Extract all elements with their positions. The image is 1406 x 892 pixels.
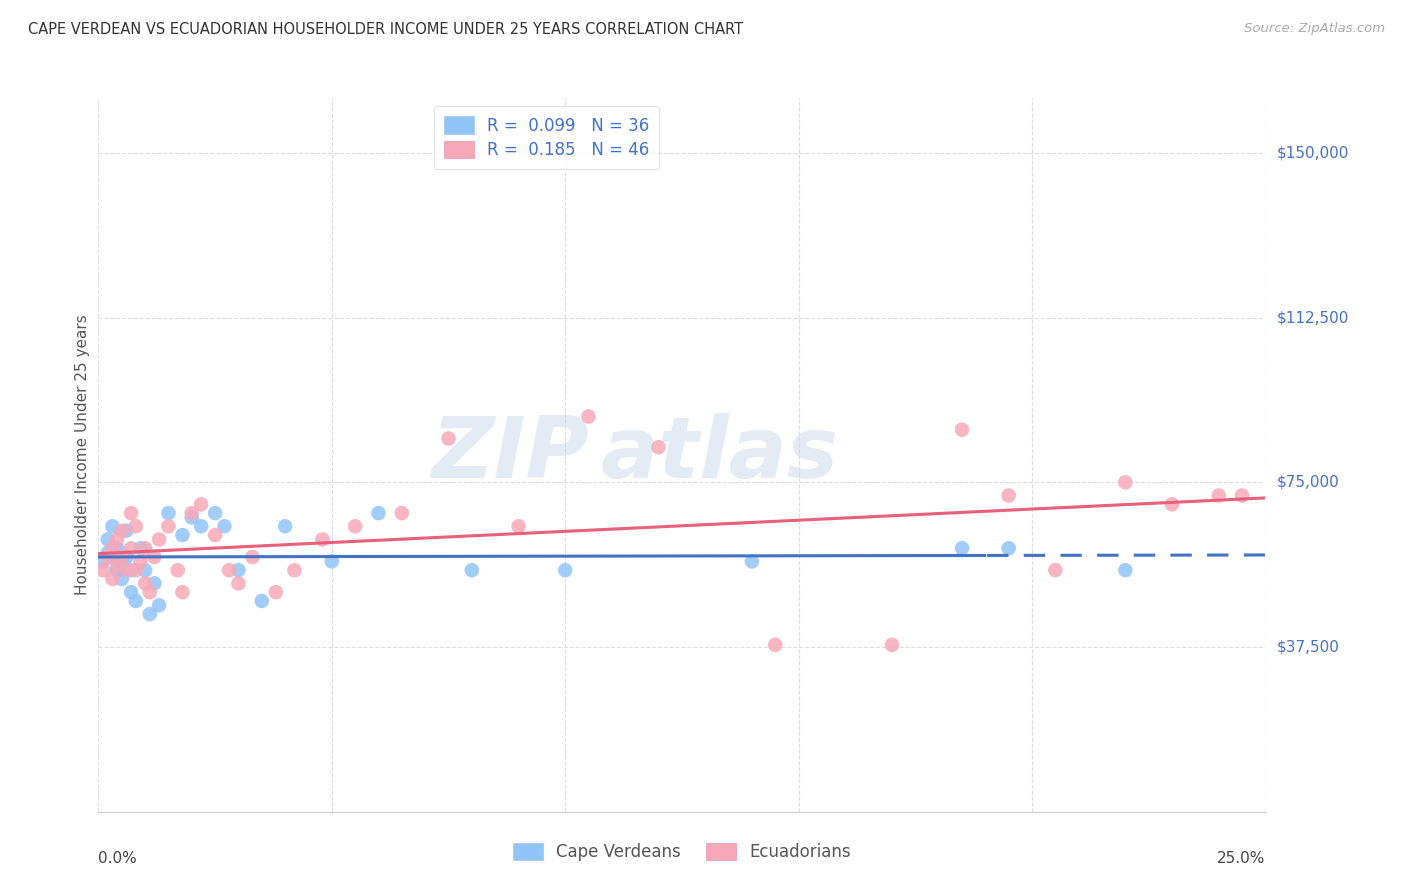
Point <box>101 572 124 586</box>
Point <box>134 563 156 577</box>
Point <box>91 563 114 577</box>
Point <box>950 423 973 437</box>
Text: Source: ZipAtlas.com: Source: ZipAtlas.com <box>1244 22 1385 36</box>
Point <box>264 585 287 599</box>
Text: $112,500: $112,500 <box>1277 310 1348 326</box>
Point <box>115 524 138 538</box>
Point <box>97 533 120 547</box>
Point <box>741 554 763 568</box>
Point <box>134 541 156 556</box>
Point <box>344 519 367 533</box>
Point <box>111 554 134 568</box>
Point <box>148 533 170 547</box>
Point <box>242 549 264 564</box>
Point <box>139 607 162 621</box>
Point <box>997 489 1019 503</box>
Point <box>1114 563 1136 577</box>
Point <box>105 558 128 573</box>
Point <box>214 519 236 533</box>
Legend: Cape Verdeans, Ecuadorians: Cape Verdeans, Ecuadorians <box>506 836 858 868</box>
Point <box>367 506 389 520</box>
Point <box>647 440 669 454</box>
Point <box>461 563 484 577</box>
Point <box>1230 489 1253 503</box>
Point <box>180 506 202 520</box>
Point <box>125 519 148 533</box>
Point <box>97 546 120 560</box>
Point <box>111 572 134 586</box>
Point <box>190 497 212 511</box>
Point <box>97 549 120 564</box>
Point <box>204 506 226 520</box>
Point <box>111 524 134 538</box>
Point <box>157 519 180 533</box>
Point <box>228 563 250 577</box>
Point <box>190 519 212 533</box>
Point <box>997 541 1019 556</box>
Point <box>115 563 138 577</box>
Point <box>391 506 413 520</box>
Point <box>125 594 148 608</box>
Text: 25.0%: 25.0% <box>1218 851 1265 866</box>
Text: $150,000: $150,000 <box>1277 145 1348 161</box>
Point <box>321 554 343 568</box>
Point <box>139 585 162 599</box>
Text: CAPE VERDEAN VS ECUADORIAN HOUSEHOLDER INCOME UNDER 25 YEARS CORRELATION CHART: CAPE VERDEAN VS ECUADORIAN HOUSEHOLDER I… <box>28 22 744 37</box>
Point <box>437 432 460 446</box>
Point <box>274 519 297 533</box>
Text: atlas: atlas <box>600 413 838 497</box>
Point <box>120 541 142 556</box>
Point <box>143 576 166 591</box>
Point <box>250 594 273 608</box>
Point <box>120 585 142 599</box>
Point <box>204 528 226 542</box>
Point <box>111 549 134 564</box>
Point <box>554 563 576 577</box>
Text: $37,500: $37,500 <box>1277 640 1340 655</box>
Point <box>283 563 305 577</box>
Point <box>172 528 194 542</box>
Point <box>148 599 170 613</box>
Y-axis label: Householder Income Under 25 years: Householder Income Under 25 years <box>75 315 90 595</box>
Point <box>1161 497 1184 511</box>
Point <box>228 576 250 591</box>
Point <box>134 576 156 591</box>
Point <box>1045 563 1067 577</box>
Point <box>172 585 194 599</box>
Text: $75,000: $75,000 <box>1277 475 1340 490</box>
Point <box>880 638 903 652</box>
Point <box>101 549 124 564</box>
Point <box>950 541 973 556</box>
Point <box>143 549 166 564</box>
Point <box>120 563 142 577</box>
Text: 0.0%: 0.0% <box>98 851 138 866</box>
Point <box>91 554 114 568</box>
Point <box>125 563 148 577</box>
Point <box>105 563 128 577</box>
Point <box>180 510 202 524</box>
Text: ZIP: ZIP <box>430 413 589 497</box>
Point <box>120 506 142 520</box>
Point <box>166 563 188 577</box>
Point <box>218 563 240 577</box>
Point <box>115 549 138 564</box>
Point <box>508 519 530 533</box>
Point <box>1208 489 1230 503</box>
Point <box>101 541 124 556</box>
Point <box>1114 475 1136 490</box>
Point <box>763 638 786 652</box>
Point <box>129 541 152 556</box>
Point <box>311 533 333 547</box>
Point <box>129 554 152 568</box>
Point <box>578 409 600 424</box>
Point <box>105 533 128 547</box>
Point <box>157 506 180 520</box>
Point <box>101 519 124 533</box>
Point <box>105 541 128 556</box>
